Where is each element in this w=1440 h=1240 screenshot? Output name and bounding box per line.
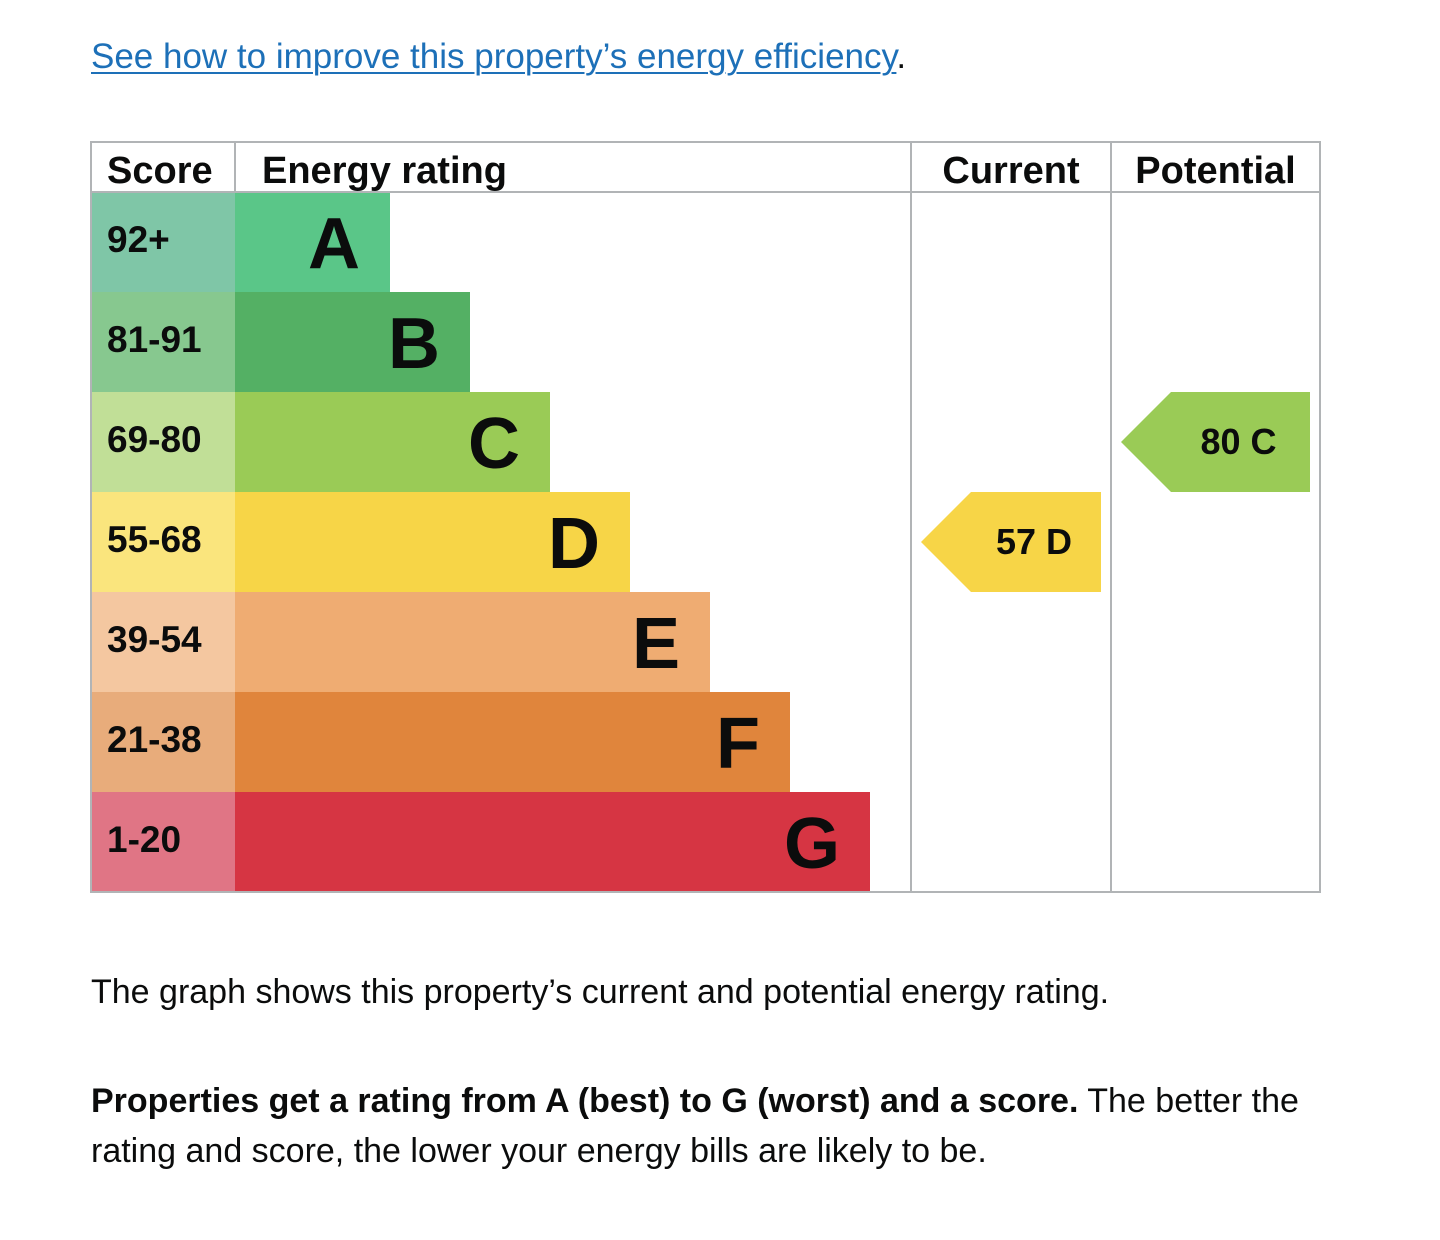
improve-efficiency-link[interactable]: See how to improve this property’s energ… <box>91 37 897 76</box>
score-cell-c <box>91 392 235 492</box>
current-rating-arrow <box>921 492 1101 592</box>
score-range-e: 39-54 <box>107 619 202 660</box>
score-cell-f <box>91 692 235 792</box>
rating-bar-d <box>235 492 630 592</box>
score-cell-d <box>91 492 235 592</box>
header-score: Score <box>107 150 213 192</box>
rating-letter-a: A <box>308 204 360 284</box>
rating-letter-d: D <box>548 504 600 584</box>
score-range-d: 55-68 <box>107 519 202 560</box>
improve-link-line: See how to improve this property’s energ… <box>91 32 906 82</box>
score-range-c: 69-80 <box>107 419 202 460</box>
header-current: Current <box>942 150 1080 192</box>
rating-bar-c <box>235 392 550 492</box>
rating-bar-f <box>235 692 790 792</box>
potential-rating-label: 80 C <box>1200 421 1276 462</box>
score-range-a: 92+ <box>107 219 170 260</box>
score-cell-g <box>91 792 235 892</box>
rating-explanation: Properties get a rating from A (best) to… <box>91 1076 1341 1176</box>
rating-letter-f: F <box>716 704 760 784</box>
rating-letter-g: G <box>784 804 840 884</box>
rating-letter-e: E <box>632 604 680 684</box>
rating-letter-b: B <box>388 304 440 384</box>
chart-border <box>90 141 1321 893</box>
score-range-b: 81-91 <box>107 319 202 360</box>
header-energy-rating: Energy rating <box>262 150 507 192</box>
score-range-g: 1-20 <box>107 819 181 860</box>
rating-bar-g <box>235 792 870 892</box>
rating-bar-a <box>235 192 390 292</box>
link-trailing-period: . <box>896 37 907 76</box>
rating-explanation-rest: The better the rating and score, the low… <box>91 1082 1299 1170</box>
current-rating-label: 57 D <box>996 521 1072 562</box>
score-cell-b <box>91 292 235 392</box>
score-range-f: 21-38 <box>107 719 202 760</box>
rating-bar-e <box>235 592 710 692</box>
rating-explanation-bold: Properties get a rating from A (best) to… <box>91 1082 1079 1120</box>
score-cell-a <box>91 192 235 292</box>
rating-bar-b <box>235 292 470 392</box>
potential-rating-arrow <box>1121 392 1310 492</box>
score-cell-e <box>91 592 235 692</box>
rating-letter-c: C <box>468 404 520 484</box>
energy-rating-chart: 92+ A 81-91 B 69-80 C 55-68 D 39-54 E 21-38 F 1-20 G S… <box>90 141 1321 893</box>
graph-description: The graph shows this property’s current … <box>91 973 1110 1011</box>
header-potential: Potential <box>1135 150 1295 192</box>
